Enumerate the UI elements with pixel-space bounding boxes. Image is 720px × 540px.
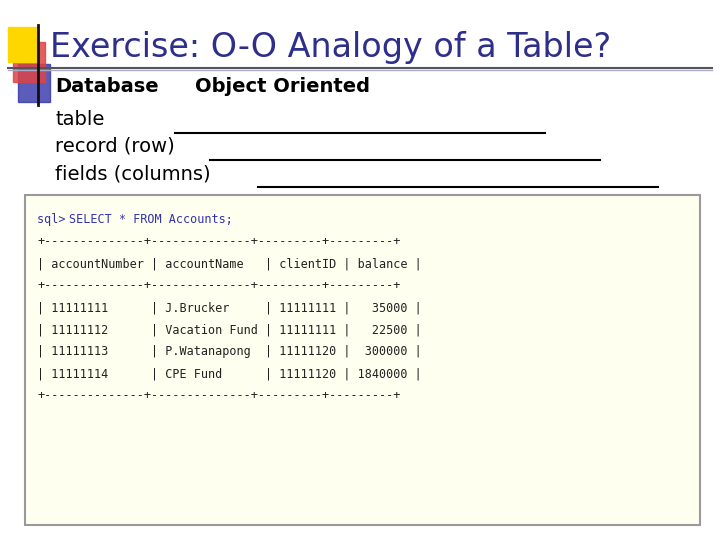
Text: Exercise: O-O Analogy of a Table?: Exercise: O-O Analogy of a Table? [50, 31, 611, 64]
Text: Database: Database [55, 77, 158, 96]
Text: +--------------+--------------+---------+---------+: +--------------+--------------+---------… [37, 235, 400, 248]
Text: table: table [55, 110, 104, 129]
Text: Object Oriented: Object Oriented [195, 77, 370, 96]
Text: record (row): record (row) [55, 137, 175, 156]
Bar [13, 42, 45, 82]
Text: | 11111114      | CPE Fund      | 11111120 | 1840000 |: | 11111114 | CPE Fund | 11111120 | 18400… [37, 367, 422, 380]
Text: | 11111113      | P.Watanapong  | 11111120 |  300000 |: | 11111113 | P.Watanapong | 11111120 | 3… [37, 345, 422, 358]
Text: | 11111112      | Vacation Fund | 11111111 |   22500 |: | 11111112 | Vacation Fund | 11111111 | … [37, 323, 422, 336]
Text: sql>: sql> [37, 213, 73, 226]
Bar [18, 64, 50, 102]
Bar [8, 27, 38, 62]
Text: | accountNumber | accountName   | clientID | balance |: | accountNumber | accountName | clientID… [37, 257, 422, 270]
Text: fields (columns): fields (columns) [55, 164, 211, 183]
Text: +--------------+--------------+---------+---------+: +--------------+--------------+---------… [37, 389, 400, 402]
Text: | 11111111      | J.Brucker     | 11111111 |   35000 |: | 11111111 | J.Brucker | 11111111 | 3500… [37, 301, 422, 314]
FancyBboxPatch shape [25, 195, 700, 525]
Text: +--------------+--------------+---------+---------+: +--------------+--------------+---------… [37, 279, 400, 292]
Text: SELECT * FROM Accounts;: SELECT * FROM Accounts; [69, 213, 233, 226]
